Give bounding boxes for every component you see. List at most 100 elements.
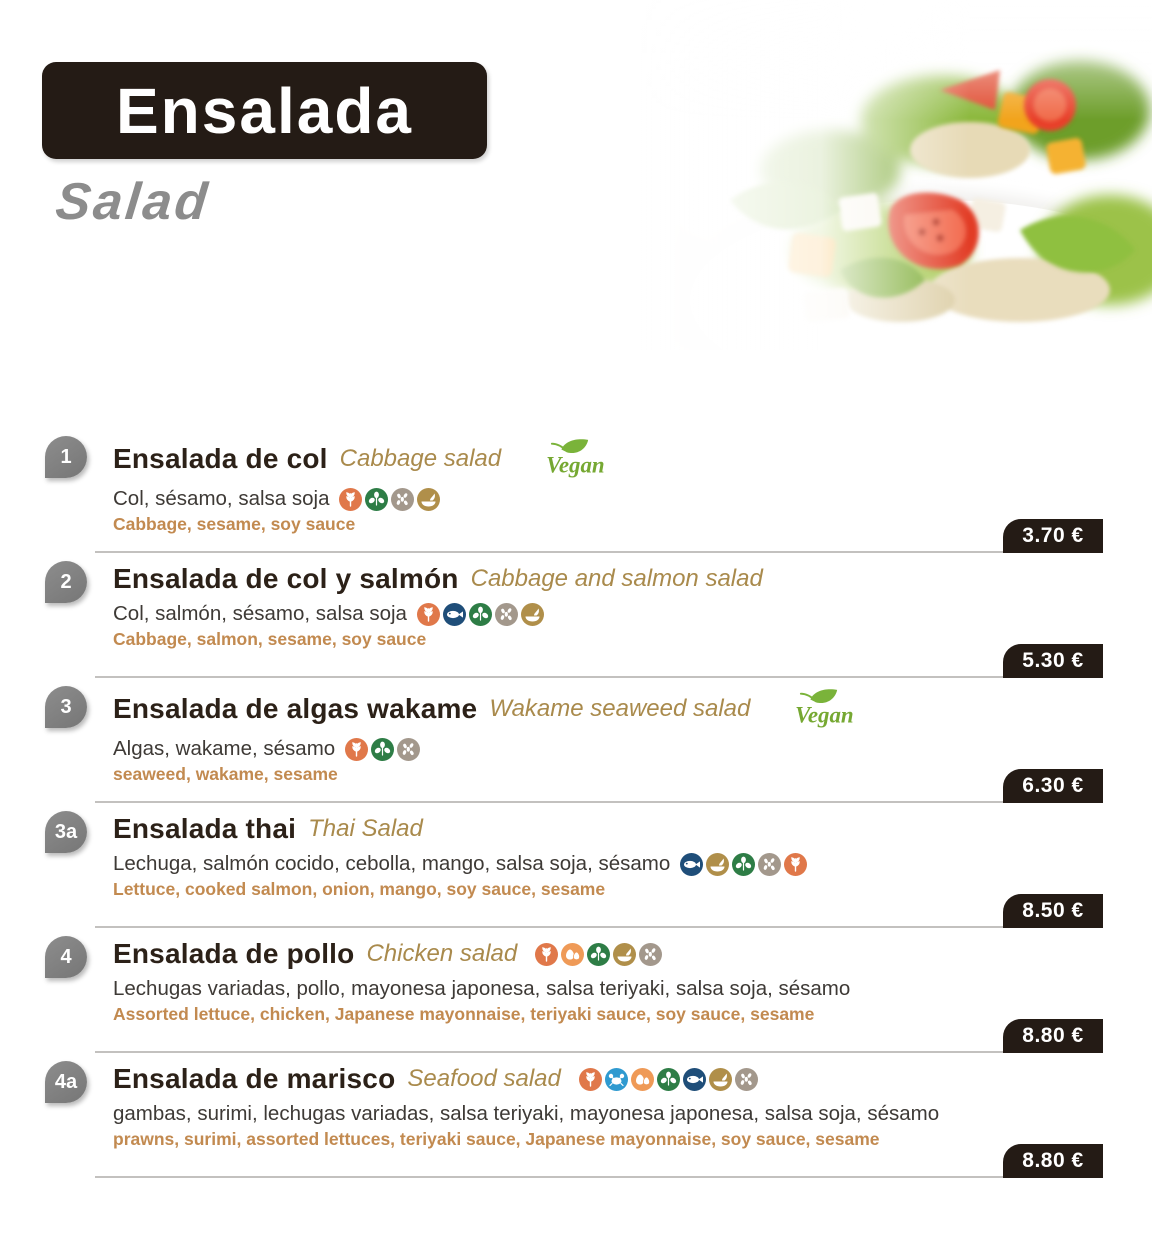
item-number: 3a — [54, 820, 78, 843]
item-title-line: Ensalada de algas wakame Wakame seaweed … — [113, 688, 1022, 730]
item-number: 2 — [60, 570, 72, 593]
ingredient-allergens — [345, 737, 421, 761]
item-name-es: Ensalada de col y salmón — [113, 563, 459, 594]
item-name-en: Thai Salad — [308, 815, 423, 842]
item-title-line: Ensalada de col y salmón Cabbage and sal… — [113, 563, 1022, 595]
sesame-allergen-icon — [397, 737, 421, 761]
item-title-line: Ensalada de col Cabbage salad Vegan — [113, 438, 1022, 480]
price-tag: 8.50 € — [1003, 894, 1103, 928]
ingredient-allergens — [680, 852, 808, 876]
vegan-icon: Vegan — [546, 439, 605, 477]
item-name-en: Wakame seaweed salad — [489, 695, 751, 722]
ingredient-allergens — [339, 487, 441, 511]
sesame-allergen-icon — [734, 1067, 758, 1091]
menu-item-row: 4 Ensalada de pollo Chicken salad Lechug… — [0, 928, 1152, 1053]
item-body: Ensalada de col Cabbage salad Vegan Col,… — [0, 428, 1152, 535]
soy-allergen-icon — [656, 1067, 680, 1091]
item-number-badge: 1 — [45, 436, 87, 478]
title-allergens — [535, 942, 663, 966]
gluten-allergen-icon — [784, 852, 808, 876]
soy-allergen-icon — [468, 602, 492, 626]
sulphites-allergen-icon — [520, 602, 544, 626]
price-tag: 8.80 € — [1003, 1144, 1103, 1178]
item-ingredients-es: Algas, wakame, sésamo — [113, 737, 336, 760]
item-number: 3 — [60, 695, 72, 718]
item-ingredients-es-line: Lechuga, salmón cocido, cebolla, mango, … — [113, 852, 1022, 876]
item-ingredients-es-line: Algas, wakame, sésamo — [113, 737, 1022, 761]
price-tag: 6.30 € — [1003, 769, 1103, 803]
item-number: 1 — [60, 445, 72, 468]
item-ingredients-en: Cabbage, salmon, sesame, soy sauce — [113, 629, 427, 649]
item-body: Ensalada de col y salmón Cabbage and sal… — [0, 553, 1152, 650]
menu-item-row: 2 Ensalada de col y salmón Cabbage and s… — [0, 553, 1152, 678]
fish-allergen-icon — [680, 852, 704, 876]
item-ingredients-es-line: Col, sésamo, salsa soja — [113, 487, 1022, 511]
item-number-badge: 2 — [45, 561, 87, 603]
price-value: 8.50 € — [1022, 899, 1084, 922]
sulphites-allergen-icon — [417, 487, 441, 511]
item-number-badge: 4a — [45, 1061, 87, 1103]
item-body: Ensalada de algas wakame Wakame seaweed … — [0, 678, 1152, 785]
item-name-es: Ensalada de pollo — [113, 938, 355, 969]
item-ingredients-en: seaweed, wakame, sesame — [113, 764, 338, 784]
item-body: Ensalada de pollo Chicken salad Lechugas… — [0, 928, 1152, 1025]
egg-allergen-icon — [630, 1067, 654, 1091]
soy-allergen-icon — [371, 737, 395, 761]
item-ingredients-es: Col, salmón, sésamo, salsa soja — [113, 602, 407, 625]
menu-item-row: 4a Ensalada de marisco Seafood salad gam… — [0, 1053, 1152, 1178]
item-number: 4a — [54, 1070, 78, 1093]
item-ingredients-es: Col, sésamo, salsa soja — [113, 487, 330, 510]
item-body: Ensalada thai Thai Salad Lechuga, salmón… — [0, 803, 1152, 900]
vegan-icon: Vegan — [796, 689, 854, 727]
item-ingredients-es: Lechuga, salmón cocido, cebolla, mango, … — [113, 852, 671, 875]
section-title-en: Salad — [52, 173, 213, 231]
crustacean-allergen-icon — [604, 1067, 628, 1091]
sesame-allergen-icon — [639, 942, 663, 966]
item-ingredients-en: prawns, surimi, assorted lettuces, teriy… — [113, 1129, 880, 1149]
item-name-es: Ensalada de col — [113, 443, 328, 474]
item-name-en: Seafood salad — [407, 1065, 561, 1092]
item-name-en: Chicken salad — [366, 940, 518, 967]
soy-allergen-icon — [732, 852, 756, 876]
egg-allergen-icon — [561, 942, 585, 966]
price-tag: 5.30 € — [1003, 644, 1103, 678]
item-name-es: Ensalada thai — [113, 813, 297, 844]
item-ingredients-es: gambas, surimi, lechugas variadas, salsa… — [113, 1102, 940, 1125]
item-ingredients-es-line: Lechugas variadas, pollo, mayonesa japon… — [113, 977, 1022, 1001]
sulphites-allergen-icon — [706, 852, 730, 876]
item-title-line: Ensalada thai Thai Salad — [113, 813, 1022, 845]
svg-text:Vegan: Vegan — [546, 452, 605, 477]
menu-item-row: 3 Ensalada de algas wakame Wakame seawee… — [0, 678, 1152, 803]
section-title-es: Ensalada — [115, 74, 414, 147]
item-ingredients-es-line: Col, salmón, sésamo, salsa soja — [113, 602, 1022, 626]
menu-item-list: 1 Ensalada de col Cabbage salad Vegan Co… — [0, 428, 1152, 1178]
item-ingredients-es-line: gambas, surimi, lechugas variadas, salsa… — [113, 1102, 1022, 1126]
gluten-allergen-icon — [578, 1067, 602, 1091]
item-name-en: Cabbage and salmon salad — [470, 565, 763, 592]
menu-item-row: 1 Ensalada de col Cabbage salad Vegan Co… — [0, 428, 1152, 553]
item-name-en: Cabbage salad — [339, 445, 502, 472]
sesame-allergen-icon — [758, 852, 782, 876]
sulphites-allergen-icon — [708, 1067, 732, 1091]
fish-allergen-icon — [682, 1067, 706, 1091]
item-body: Ensalada de marisco Seafood salad gambas… — [0, 1053, 1152, 1150]
gluten-allergen-icon — [345, 737, 369, 761]
price-value: 8.80 € — [1022, 1024, 1084, 1047]
item-ingredients-en: Assorted lettuce, chicken, Japanese mayo… — [113, 1004, 815, 1024]
gluten-allergen-icon — [416, 602, 440, 626]
section-title-box: Ensalada — [42, 62, 487, 159]
item-ingredients-en: Lettuce, cooked salmon, onion, mango, so… — [113, 879, 606, 899]
item-title-line: Ensalada de marisco Seafood salad — [113, 1063, 1022, 1095]
price-tag: 3.70 € — [1003, 519, 1103, 553]
price-value: 8.80 € — [1022, 1149, 1084, 1172]
price-tag: 8.80 € — [1003, 1019, 1103, 1053]
item-number-badge: 3 — [45, 686, 87, 728]
gluten-allergen-icon — [339, 487, 363, 511]
item-name-es: Ensalada de marisco — [113, 1063, 396, 1094]
item-number-badge: 3a — [45, 811, 87, 853]
item-number-badge: 4 — [45, 936, 87, 978]
item-title-line: Ensalada de pollo Chicken salad — [113, 938, 1022, 970]
sesame-allergen-icon — [494, 602, 518, 626]
menu-item-row: 3a Ensalada thai Thai Salad Lechuga, sal… — [0, 803, 1152, 928]
soy-allergen-icon — [587, 942, 611, 966]
